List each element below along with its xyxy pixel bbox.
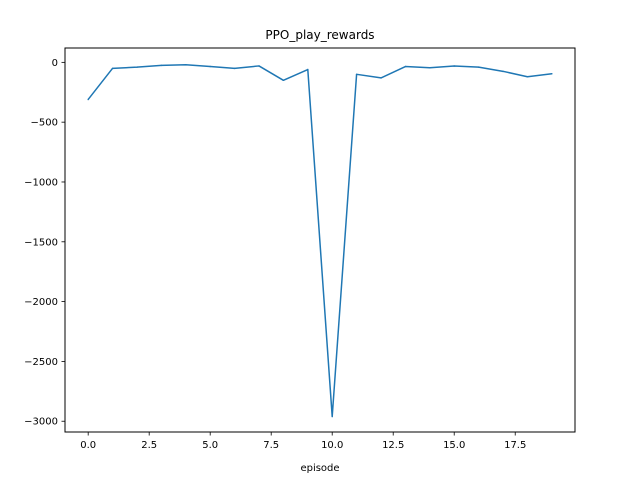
y-tick-label: −2000	[24, 297, 58, 308]
plot-area	[87, 64, 553, 418]
data-point	[380, 77, 382, 79]
chart-title: PPO_play_rewards	[265, 28, 374, 42]
y-tick-label: −500	[31, 118, 58, 129]
y-tick-label: −2500	[24, 357, 58, 368]
x-tick-label: 12.5	[382, 440, 404, 451]
x-tick-label: 7.5	[263, 440, 279, 451]
x-axis-label: episode	[300, 463, 339, 474]
x-tick-label: 0.0	[80, 440, 96, 451]
x-tick-label: 17.5	[504, 440, 526, 451]
x-tick-label: 10.0	[321, 440, 343, 451]
data-point	[526, 75, 529, 78]
x-tick-label: 5.0	[202, 440, 218, 451]
data-point	[331, 415, 333, 418]
data-point	[551, 72, 553, 75]
data-point	[453, 65, 455, 67]
data-point	[233, 67, 236, 70]
data-point	[136, 66, 138, 68]
x-axis: 0.0 2.5 5.0 7.5 10.0 12.5 15.0 17.5	[80, 432, 526, 451]
x-tick-label: 15.0	[443, 440, 465, 451]
y-tick-label: −1000	[24, 177, 58, 188]
axes-frame	[64, 47, 576, 433]
data-point	[160, 64, 163, 67]
data-point	[111, 67, 114, 70]
data-point	[87, 98, 89, 101]
data-point	[307, 68, 309, 71]
y-axis: 0 −500 −1000 −1500 −2000 −2500 −3000	[24, 58, 65, 428]
data-point	[502, 70, 504, 73]
y-tick-label: 0	[52, 58, 58, 69]
data-point	[185, 64, 187, 66]
data-point	[355, 73, 358, 76]
y-tick-label: −3000	[24, 417, 58, 428]
data-point	[209, 65, 211, 68]
data-point	[429, 66, 431, 69]
data-point	[258, 65, 260, 67]
data-point	[477, 66, 480, 68]
y-tick-label: −1500	[24, 237, 58, 248]
x-tick-label: 2.5	[141, 440, 157, 451]
data-point	[404, 65, 407, 68]
series-line	[87, 64, 552, 418]
data-point	[282, 79, 285, 82]
